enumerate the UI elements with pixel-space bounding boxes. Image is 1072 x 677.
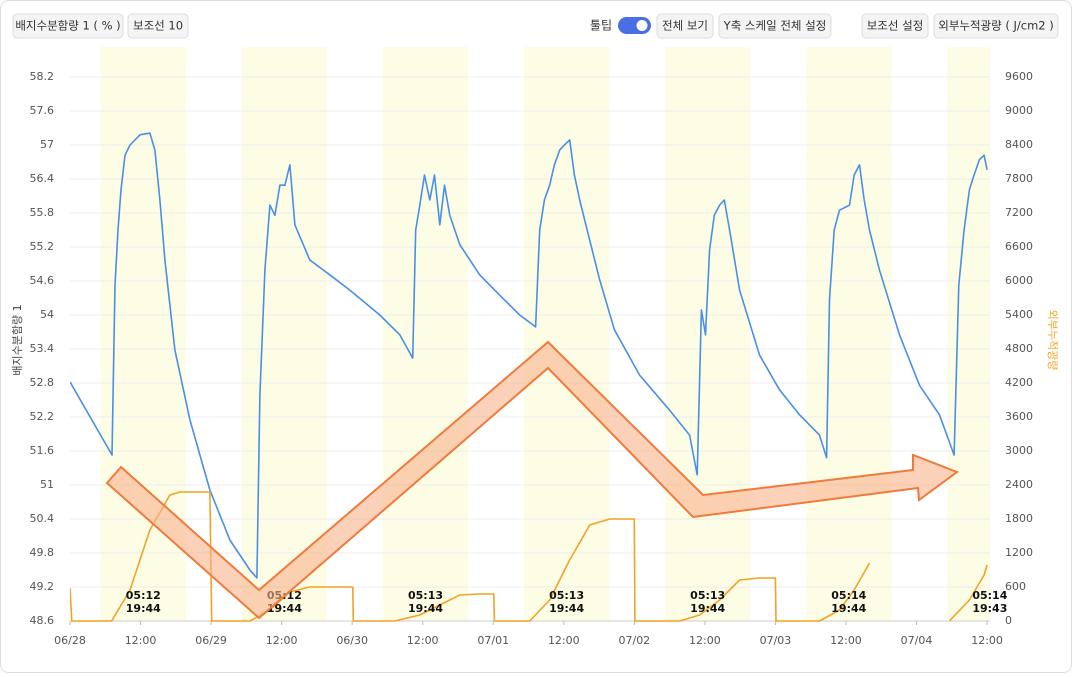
x-tick-label: 07/02 <box>618 634 650 647</box>
x-tick-label: 12:00 <box>689 634 721 647</box>
y2-tick-label: 9000 <box>1005 104 1033 117</box>
y-tick-label: 49.2 <box>30 580 55 593</box>
overlay-arrow <box>105 340 960 620</box>
y2-tick-label: 5400 <box>1005 308 1033 321</box>
view-all-button[interactable]: 전체 보기 <box>656 13 714 39</box>
y-tick-label: 57.6 <box>30 104 55 117</box>
series-button[interactable]: 배지수분함량 1 ( % ) <box>12 13 124 39</box>
x-tick-label: 06/30 <box>336 634 368 647</box>
guide-button[interactable]: 보조선 10 <box>127 13 189 39</box>
sunset-label: 19:43 <box>972 602 1007 615</box>
x-tick-label: 12:00 <box>266 634 298 647</box>
y-tick-label: 53.4 <box>30 342 55 355</box>
sunset-label: 19:44 <box>831 602 866 615</box>
daylight-band <box>241 47 328 621</box>
y2-tick-label: 7800 <box>1005 172 1033 185</box>
button-label: 보조선 10 <box>133 19 183 33</box>
daylight-band <box>806 47 892 621</box>
y-tick-label: 52.2 <box>30 410 55 423</box>
sunset-label: 19:44 <box>549 602 584 615</box>
daylight-band <box>382 47 469 621</box>
series-line <box>70 491 988 622</box>
x-tick-label: 07/01 <box>477 634 509 647</box>
sunrise-label: 05:12 <box>126 589 161 602</box>
y2-tick-label: 600 <box>1005 580 1026 593</box>
sunrise-label: 05:13 <box>408 589 443 602</box>
y-tick-label: 58.2 <box>30 70 55 83</box>
sunset-label: 19:44 <box>126 602 161 615</box>
x-tick-label: 12:00 <box>407 634 439 647</box>
y2-tick-label: 3600 <box>1005 410 1033 423</box>
y-tick-label: 55.8 <box>30 206 55 219</box>
y2-tick-label: 7200 <box>1005 206 1033 219</box>
daylight-band <box>947 47 990 621</box>
x-tick-label: 12:00 <box>548 634 580 647</box>
y-tick-label: 56.4 <box>30 172 55 185</box>
y-axis-title: 배지수분함량 1 <box>11 304 24 375</box>
y2-axis-title: 외부누적광량 <box>1046 310 1059 371</box>
y-tick-label: 52.8 <box>30 376 55 389</box>
y-tick-label: 49.8 <box>30 546 55 559</box>
y-scale-button[interactable]: Y축 스케일 전체 설정 <box>718 13 832 39</box>
y-tick-label: 48.6 <box>30 614 55 627</box>
x-tick-label: 12:00 <box>971 634 1003 647</box>
y2-tick-label: 9600 <box>1005 70 1033 83</box>
sunset-label: 19:44 <box>690 602 725 615</box>
sunrise-label: 05:14 <box>972 589 1007 602</box>
button-label: 외부누적광량 ( J/cm2 ) <box>938 19 1054 33</box>
daylight-band <box>665 47 751 621</box>
y-tick-label: 57 <box>40 138 54 151</box>
y2-tick-label: 4800 <box>1005 342 1033 355</box>
y-tick-label: 51.6 <box>30 444 55 457</box>
y2-tick-label: 0 <box>1005 614 1012 627</box>
daylight-band <box>523 47 610 621</box>
guide-settings-button[interactable]: 보조선 설정 <box>861 13 929 39</box>
y2-tick-label: 2400 <box>1005 478 1033 491</box>
x-tick-label: 07/04 <box>901 634 933 647</box>
x-tick-label: 07/03 <box>760 634 792 647</box>
y2-tick-label: 8400 <box>1005 138 1033 151</box>
series-line <box>70 132 988 579</box>
y2-tick-label: 6000 <box>1005 274 1033 287</box>
sunset-label: 19:44 <box>267 602 302 615</box>
tooltip-label: 툴팁 <box>590 19 612 33</box>
x-tick-label: 06/29 <box>195 634 227 647</box>
y2-tick-label: 4200 <box>1005 376 1033 389</box>
button-label: Y축 스케일 전체 설정 <box>723 19 827 33</box>
y-tick-label: 55.2 <box>30 240 55 253</box>
y2-tick-label: 3000 <box>1005 444 1033 457</box>
y2-button[interactable]: 외부누적광량 ( J/cm2 ) <box>933 13 1059 39</box>
button-label: 전체 보기 <box>662 19 708 33</box>
sunrise-label: 05:14 <box>831 589 866 602</box>
y-tick-label: 51 <box>40 478 54 491</box>
x-tick-label: 12:00 <box>830 634 862 647</box>
y2-tick-label: 1200 <box>1005 546 1033 559</box>
sunrise-label: 05:13 <box>690 589 725 602</box>
x-tick-label: 06/28 <box>54 634 86 647</box>
y2-tick-label: 6600 <box>1005 240 1033 253</box>
x-tick-label: 12:00 <box>125 634 157 647</box>
y-tick-label: 54 <box>40 308 54 321</box>
tooltip-toggle[interactable] <box>618 17 651 34</box>
y-tick-label: 54.6 <box>30 274 55 287</box>
y-tick-label: 50.4 <box>30 512 55 525</box>
button-label: 보조선 설정 <box>867 19 924 33</box>
y2-tick-label: 1800 <box>1005 512 1033 525</box>
sunset-label: 19:44 <box>408 602 443 615</box>
button-label: 배지수분함량 1 ( % ) <box>15 19 120 33</box>
sunrise-label: 05:13 <box>549 589 584 602</box>
